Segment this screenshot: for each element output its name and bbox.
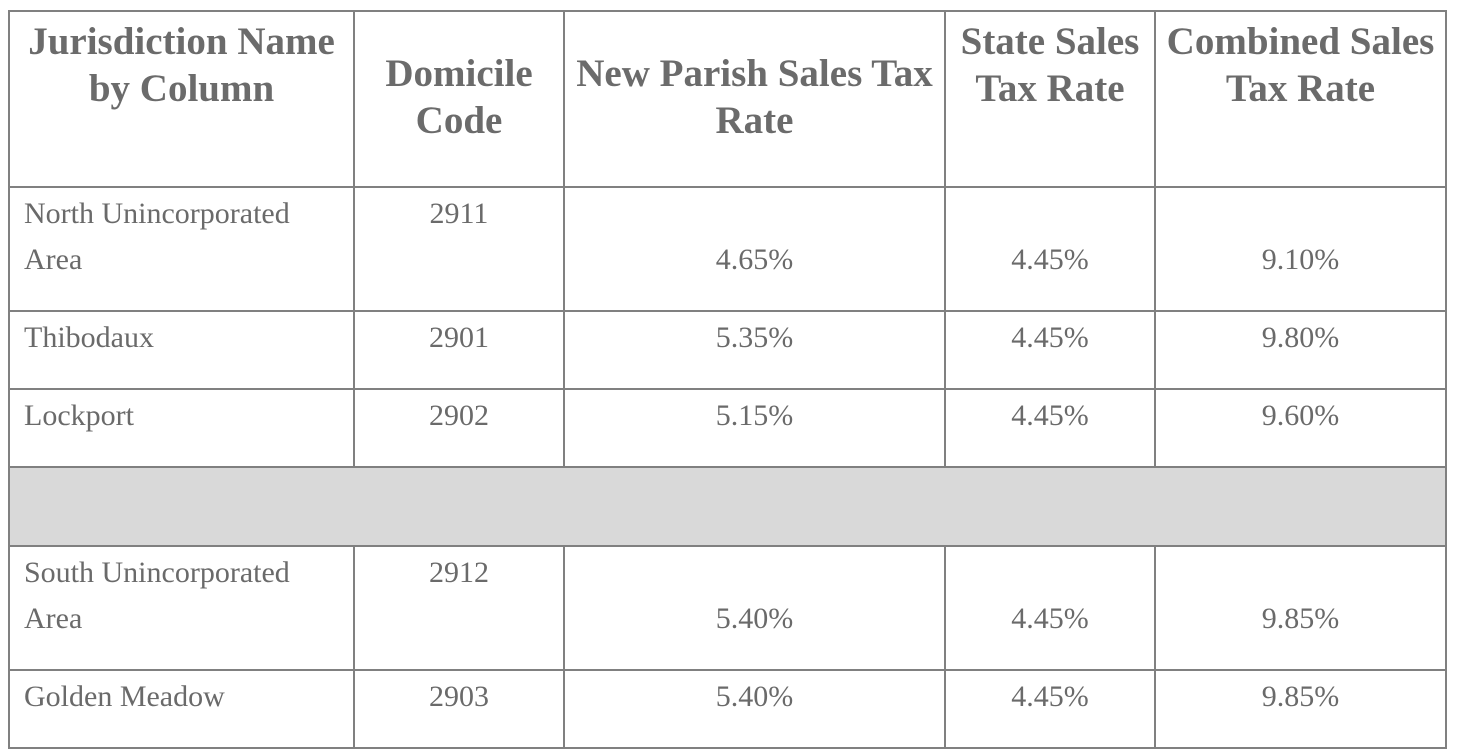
domicile-code: 2911 — [353, 186, 565, 312]
header-row: Jurisdiction Name by Column Domicile Cod… — [8, 10, 1447, 188]
domicile-code: 2901 — [353, 310, 565, 390]
table-row: North Unincorporated Area 2911 4.65% 4.4… — [8, 186, 1447, 312]
header-state-rate: State Sales Tax Rate — [944, 10, 1156, 188]
state-rate: 4.45% — [944, 545, 1156, 671]
combined-rate: 9.85% — [1154, 545, 1447, 671]
parish-rate: 5.40% — [563, 669, 946, 749]
table-row: Thibodaux 2901 5.35% 4.45% 9.80% — [8, 310, 1447, 390]
header-new-parish-rate: New Parish Sales Tax Rate — [563, 10, 946, 188]
combined-rate: 9.60% — [1154, 388, 1447, 468]
table-row: South Unincorporated Area 2912 5.40% 4.4… — [8, 545, 1447, 671]
state-rate: 4.45% — [944, 310, 1156, 390]
jurisdiction-name: South Unincorporated Area — [8, 545, 355, 671]
combined-rate: 9.80% — [1154, 310, 1447, 390]
domicile-code: 2912 — [353, 545, 565, 671]
parish-rate: 5.35% — [563, 310, 946, 390]
table-row: Golden Meadow 2903 5.40% 4.45% 9.85% — [8, 669, 1447, 749]
separator-cell — [8, 466, 1447, 547]
combined-rate: 9.85% — [1154, 669, 1447, 749]
state-rate: 4.45% — [944, 388, 1156, 468]
header-combined-rate: Combined Sales Tax Rate — [1154, 10, 1447, 188]
combined-rate: 9.10% — [1154, 186, 1447, 312]
parish-rate: 5.15% — [563, 388, 946, 468]
jurisdiction-name: North Unincorporated Area — [8, 186, 355, 312]
sales-tax-table: Jurisdiction Name by Column Domicile Cod… — [8, 10, 1447, 749]
header-jurisdiction-name: Jurisdiction Name by Column — [8, 10, 355, 188]
jurisdiction-name: Golden Meadow — [8, 669, 355, 749]
jurisdiction-name: Lockport — [8, 388, 355, 468]
parish-rate: 5.40% — [563, 545, 946, 671]
jurisdiction-name: Thibodaux — [8, 310, 355, 390]
parish-rate: 4.65% — [563, 186, 946, 312]
table-row: Lockport 2902 5.15% 4.45% 9.60% — [8, 388, 1447, 468]
domicile-code: 2902 — [353, 388, 565, 468]
header-domicile-code: Domicile Code — [353, 10, 565, 188]
separator-row — [8, 466, 1447, 547]
state-rate: 4.45% — [944, 186, 1156, 312]
state-rate: 4.45% — [944, 669, 1156, 749]
domicile-code: 2903 — [353, 669, 565, 749]
